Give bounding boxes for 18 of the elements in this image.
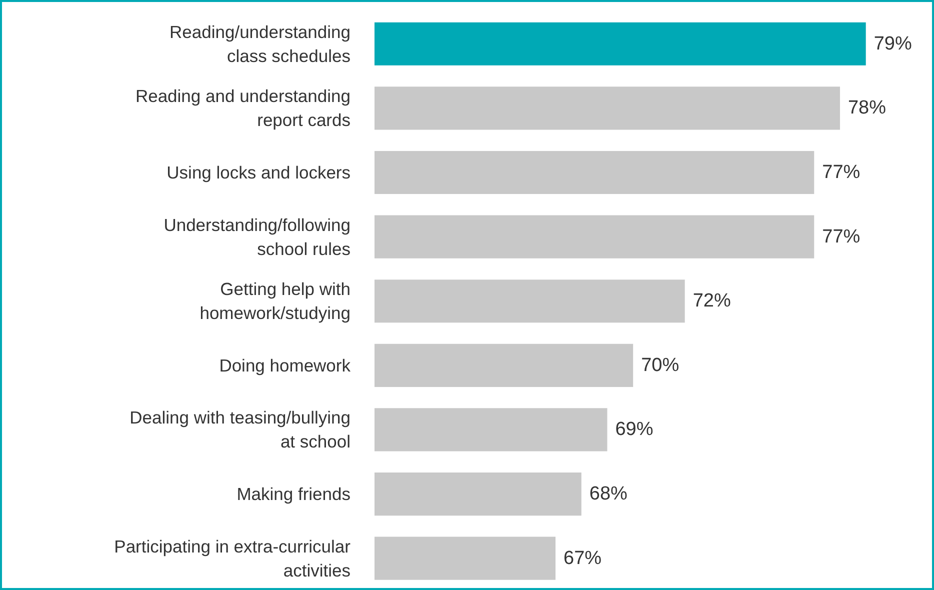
y-tick-label: Making friends bbox=[236, 484, 351, 504]
y-tick-label: Dealing with teasing/bullying at school bbox=[130, 408, 351, 452]
y-tick-label: Getting help with homework/studying bbox=[200, 279, 351, 324]
data-label: 69% bbox=[615, 419, 654, 440]
data-label: 67% bbox=[564, 548, 602, 569]
data-label: 72% bbox=[692, 290, 731, 312]
data-label: 77% bbox=[822, 162, 860, 183]
y-tick-label: Using locks and lockers bbox=[166, 162, 351, 182]
y-tick-label: Doing homework bbox=[219, 355, 351, 376]
data-label: 68% bbox=[589, 484, 628, 505]
data-label: 79% bbox=[874, 33, 912, 54]
y-tick-label: Reading/understanding class schedules bbox=[170, 22, 351, 66]
data-label: 78% bbox=[848, 98, 886, 119]
data-label: 70% bbox=[641, 354, 680, 376]
y-tick-label: Reading and understanding report cards bbox=[135, 86, 351, 130]
data-label: 77% bbox=[822, 226, 860, 248]
y-tick-label: Participating in extra-curricular activities bbox=[114, 536, 351, 580]
y-tick-label: Understanding/following school rules bbox=[164, 214, 351, 259]
